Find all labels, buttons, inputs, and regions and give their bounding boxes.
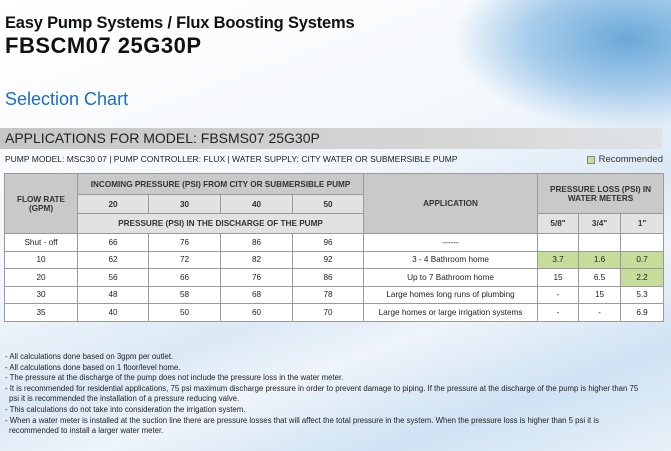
loss-cell [620,233,665,252]
loss-cell: 5.3 [620,285,665,304]
page-subtitle: Selection Chart [5,89,129,109]
table-row: 20 56 66 76 86 Up to 7 Bathroom home 15 6.5 2.2 [4,268,665,287]
loss-cell: - [537,303,580,322]
table-body: Shut - off 66 76 86 96 ------ 10 62 72 82 92 3 - 4 … [4,233,665,322]
pressure-cell: 66 [148,268,221,287]
table-row: Shut - off 66 76 86 96 ------ [4,233,665,252]
loss-cell: - [537,285,580,304]
note-item: - It is recommended for residential appl… [5,383,639,404]
flow-cell: 35 [4,303,78,322]
meter-3-4: 3/4" [578,213,622,234]
application-cell: ------ [363,233,539,252]
recommended-swatch [586,155,595,164]
loss-cell: 3.7 [537,250,580,269]
pressure-cell: 66 [77,233,149,252]
pressure-cell: 50 [148,303,221,322]
flow-cell: 20 [4,268,78,287]
application-cell: 3 - 4 Bathroom home [363,250,539,269]
applications-banner: APPLICATIONS FOR MODEL: FBSMS07 25G30P [0,128,662,149]
pressure-cell: 62 [77,250,149,269]
note-item: - All calculations done based on 3gpm pe… [5,352,174,361]
note-item: - The pressure at the discharge of the p… [5,373,344,383]
application-cell: Up to 7 Bathroom home [363,268,539,287]
selection-table: FLOW RATE (GPM) INCOMING PRESSURE (PSI) … [4,173,665,322]
loss-cell: 1.6 [578,250,622,269]
incoming-40: 40 [220,194,293,214]
application-cell: Large homes or large irrigation systems [363,303,539,322]
pressure-cell: 82 [220,250,293,269]
pressure-cell: 56 [77,268,149,287]
legend: Recommended [586,154,663,165]
loss-cell: 15 [537,268,580,287]
loss-cell: 6.9 [620,303,665,322]
flow-cell: Shut - off [4,233,78,252]
meter-5-8: 5/8" [537,213,580,234]
flow-rate-header-label: FLOW RATE (GPM) [16,194,66,213]
pressure-cell: 48 [77,285,149,304]
incoming-50: 50 [291,194,365,214]
pressure-cell: 58 [148,285,221,304]
model-title: FBSCM07 25G30P [5,33,202,58]
pressure-cell: 72 [148,250,221,269]
pressure-cell: 70 [291,303,365,322]
application-header: APPLICATION [363,173,539,234]
note-item: - This calculations do not take into con… [5,404,246,414]
pump-info: PUMP MODEL: MSC30 07 | PUMP CONTROLLER: … [5,154,458,164]
loss-cell [578,233,622,252]
discharge-header: PRESSURE (PSI) IN THE DISCHARGE OF THE P… [76,213,365,234]
incoming-30: 30 [148,194,221,214]
pressure-cell: 86 [220,233,293,252]
loss-cell: 15 [578,285,622,304]
pressure-cell: 92 [291,250,365,269]
loss-cell: 0.7 [620,250,665,269]
note-item: - All calculations done based on 1 floor… [5,362,181,372]
table-row: 10 62 72 82 92 3 - 4 Bathroom home 3.7 1.6 0.7 [4,250,665,269]
notes: - All calculations done based on 3gpm pe… [5,352,645,437]
pressure-cell: 68 [220,285,293,304]
pressure-cell: 78 [291,285,365,304]
loss-cell [537,233,580,252]
incoming-20: 20 [77,194,149,214]
application-cell: Large homes long runs of plumbing [363,285,539,304]
pressure-cell: 60 [220,303,293,322]
pressure-cell: 76 [220,268,293,287]
table-row: 30 48 58 68 78 Large homes long runs of plumb… [4,285,665,304]
brand-title: Easy Pump Systems / Flux Boosting System… [5,14,355,32]
meter-1: 1" [620,213,665,234]
pressure-loss-header: PRESSURE LOSS (PSI) IN WATER METERS [537,173,665,214]
flow-cell: 30 [4,285,78,304]
loss-cell: 2.2 [620,268,665,287]
loss-cell: - [578,303,622,322]
table-row: 35 40 50 60 70 Large homes or large irrigatio… [4,303,665,322]
pressure-cell: 76 [148,233,221,252]
pressure-cell: 96 [291,233,365,252]
pressure-cell: 86 [291,268,365,287]
pressure-cell: 40 [77,303,149,322]
flow-cell: 10 [4,250,78,269]
background-swoosh [451,0,671,130]
note-item: - When a water meter is installed at the… [5,415,599,436]
legend-label: Recommended [598,154,663,165]
flow-rate-header: FLOW RATE (GPM) [4,173,78,234]
loss-cell: 6.5 [578,268,622,287]
incoming-pressure-header: INCOMING PRESSURE (PSI) FROM CITY OR SUB… [76,173,365,195]
